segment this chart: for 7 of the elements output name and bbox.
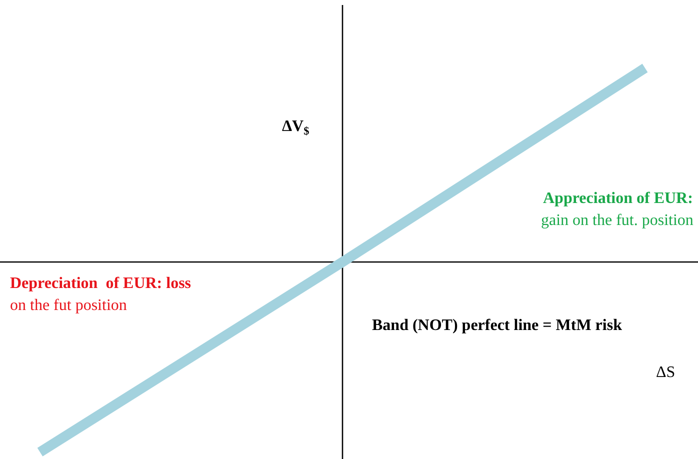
- annotation: Depreciation of EUR: loss: [10, 275, 192, 292]
- y-axis-title: ΔV$_{$}$: [282, 118, 310, 138]
- annotation: Appreciation of EUR:: [543, 190, 693, 207]
- annotation: on the fut position: [10, 297, 127, 314]
- annotation: gain on the fut. position: [541, 212, 694, 229]
- x-axis-title: ΔS: [656, 364, 676, 381]
- annotation: Band (NOT) perfect line = MtM risk: [372, 317, 622, 334]
